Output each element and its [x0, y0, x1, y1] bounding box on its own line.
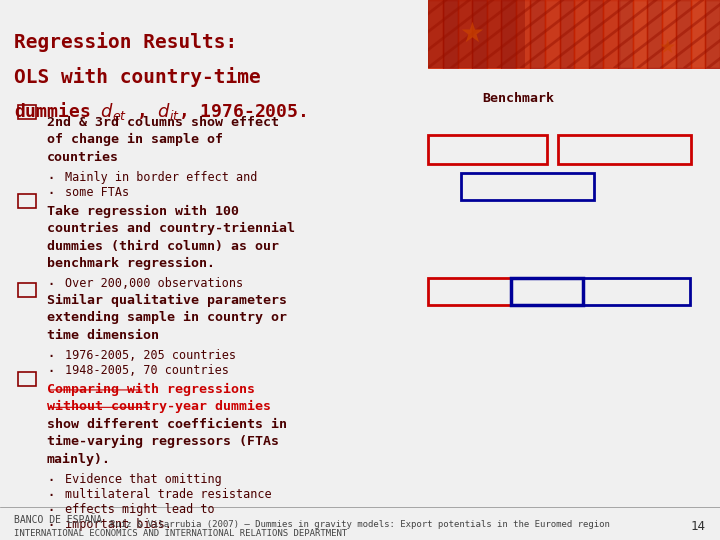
Text: benchmark regression.: benchmark regression.	[47, 257, 215, 271]
Bar	[18, 105, 36, 119]
Text: OLS with country-time: OLS with country-time	[14, 68, 261, 87]
Bar	[511, 278, 583, 305]
Text: time dimension: time dimension	[47, 329, 159, 342]
Text: Over 200,000 observations: Over 200,000 observations	[65, 278, 243, 291]
Text: INTERNATIONAL ECONOMICS AND INTERNATIONAL RELATIONS DEPARTMENT: INTERNATIONAL ECONOMICS AND INTERNATIONA…	[14, 529, 348, 537]
Bar	[525, 0, 621, 68]
Text: BANCO DE ESPAÑA: BANCO DE ESPAÑA	[14, 515, 102, 525]
Text: ·: ·	[47, 171, 56, 186]
Text: countries: countries	[47, 151, 119, 164]
Text: of change in sample of: of change in sample of	[47, 133, 222, 146]
Text: Regression Results:: Regression Results:	[14, 32, 238, 52]
Text: ·: ·	[47, 488, 56, 503]
Text: time-varying regressors (FTAs: time-varying regressors (FTAs	[47, 435, 279, 448]
Text: ★: ★	[459, 20, 485, 48]
Text: ·: ·	[47, 518, 56, 533]
Text: important bias.: important bias.	[65, 518, 171, 531]
Text: show different coefficients in: show different coefficients in	[47, 418, 287, 431]
Text: Benchmark: Benchmark	[482, 92, 554, 105]
Text: Ruiz & Vilarrubia (2007) – Dummies in gravity models: Export potentials in the E: Ruiz & Vilarrubia (2007) – Dummies in gr…	[110, 521, 610, 529]
Bar	[18, 283, 36, 296]
Bar	[583, 278, 690, 305]
Text: 1948-2005, 70 countries: 1948-2005, 70 countries	[65, 364, 229, 377]
Text: ·: ·	[47, 186, 56, 201]
Text: effects might lead to: effects might lead to	[65, 503, 215, 516]
Bar	[558, 135, 691, 165]
Text: Similar qualitative parameters: Similar qualitative parameters	[47, 294, 287, 307]
Bar	[461, 173, 594, 200]
Text: Take regression with 100: Take regression with 100	[47, 205, 239, 218]
Text: 2nd & 3rd columns show effect: 2nd & 3rd columns show effect	[47, 116, 279, 129]
Bar	[428, 278, 511, 305]
Text: ·: ·	[47, 503, 56, 518]
Text: dummies $d_{et}$ , $d_{it}$, 1976-2005.: dummies $d_{et}$ , $d_{it}$, 1976-2005.	[14, 100, 307, 122]
Text: ·: ·	[47, 472, 56, 488]
Text: without country-year dummies: without country-year dummies	[47, 400, 271, 414]
Text: dummies (third column) as our: dummies (third column) as our	[47, 240, 279, 253]
Text: 14: 14	[690, 521, 706, 534]
Text: extending sample in country or: extending sample in country or	[47, 312, 287, 325]
Text: ★: ★	[659, 38, 676, 57]
Bar	[428, 135, 547, 165]
Text: Mainly in border effect and: Mainly in border effect and	[65, 171, 257, 184]
Text: ·: ·	[47, 278, 56, 292]
Bar	[621, 0, 720, 68]
Text: multilateral trade resistance: multilateral trade resistance	[65, 488, 271, 501]
Text: mainly).: mainly).	[47, 453, 111, 465]
Bar	[18, 194, 36, 208]
Text: Evidence that omitting: Evidence that omitting	[65, 472, 222, 485]
Bar	[18, 372, 36, 386]
Text: countries and country-triennial: countries and country-triennial	[47, 222, 294, 235]
Text: ·: ·	[47, 364, 56, 379]
Text: Comparing with regressions: Comparing with regressions	[47, 383, 255, 396]
Text: some FTAs: some FTAs	[65, 186, 129, 199]
Bar	[428, 0, 525, 68]
Text: 1976-2005, 205 countries: 1976-2005, 205 countries	[65, 349, 236, 362]
Text: ·: ·	[47, 349, 56, 364]
